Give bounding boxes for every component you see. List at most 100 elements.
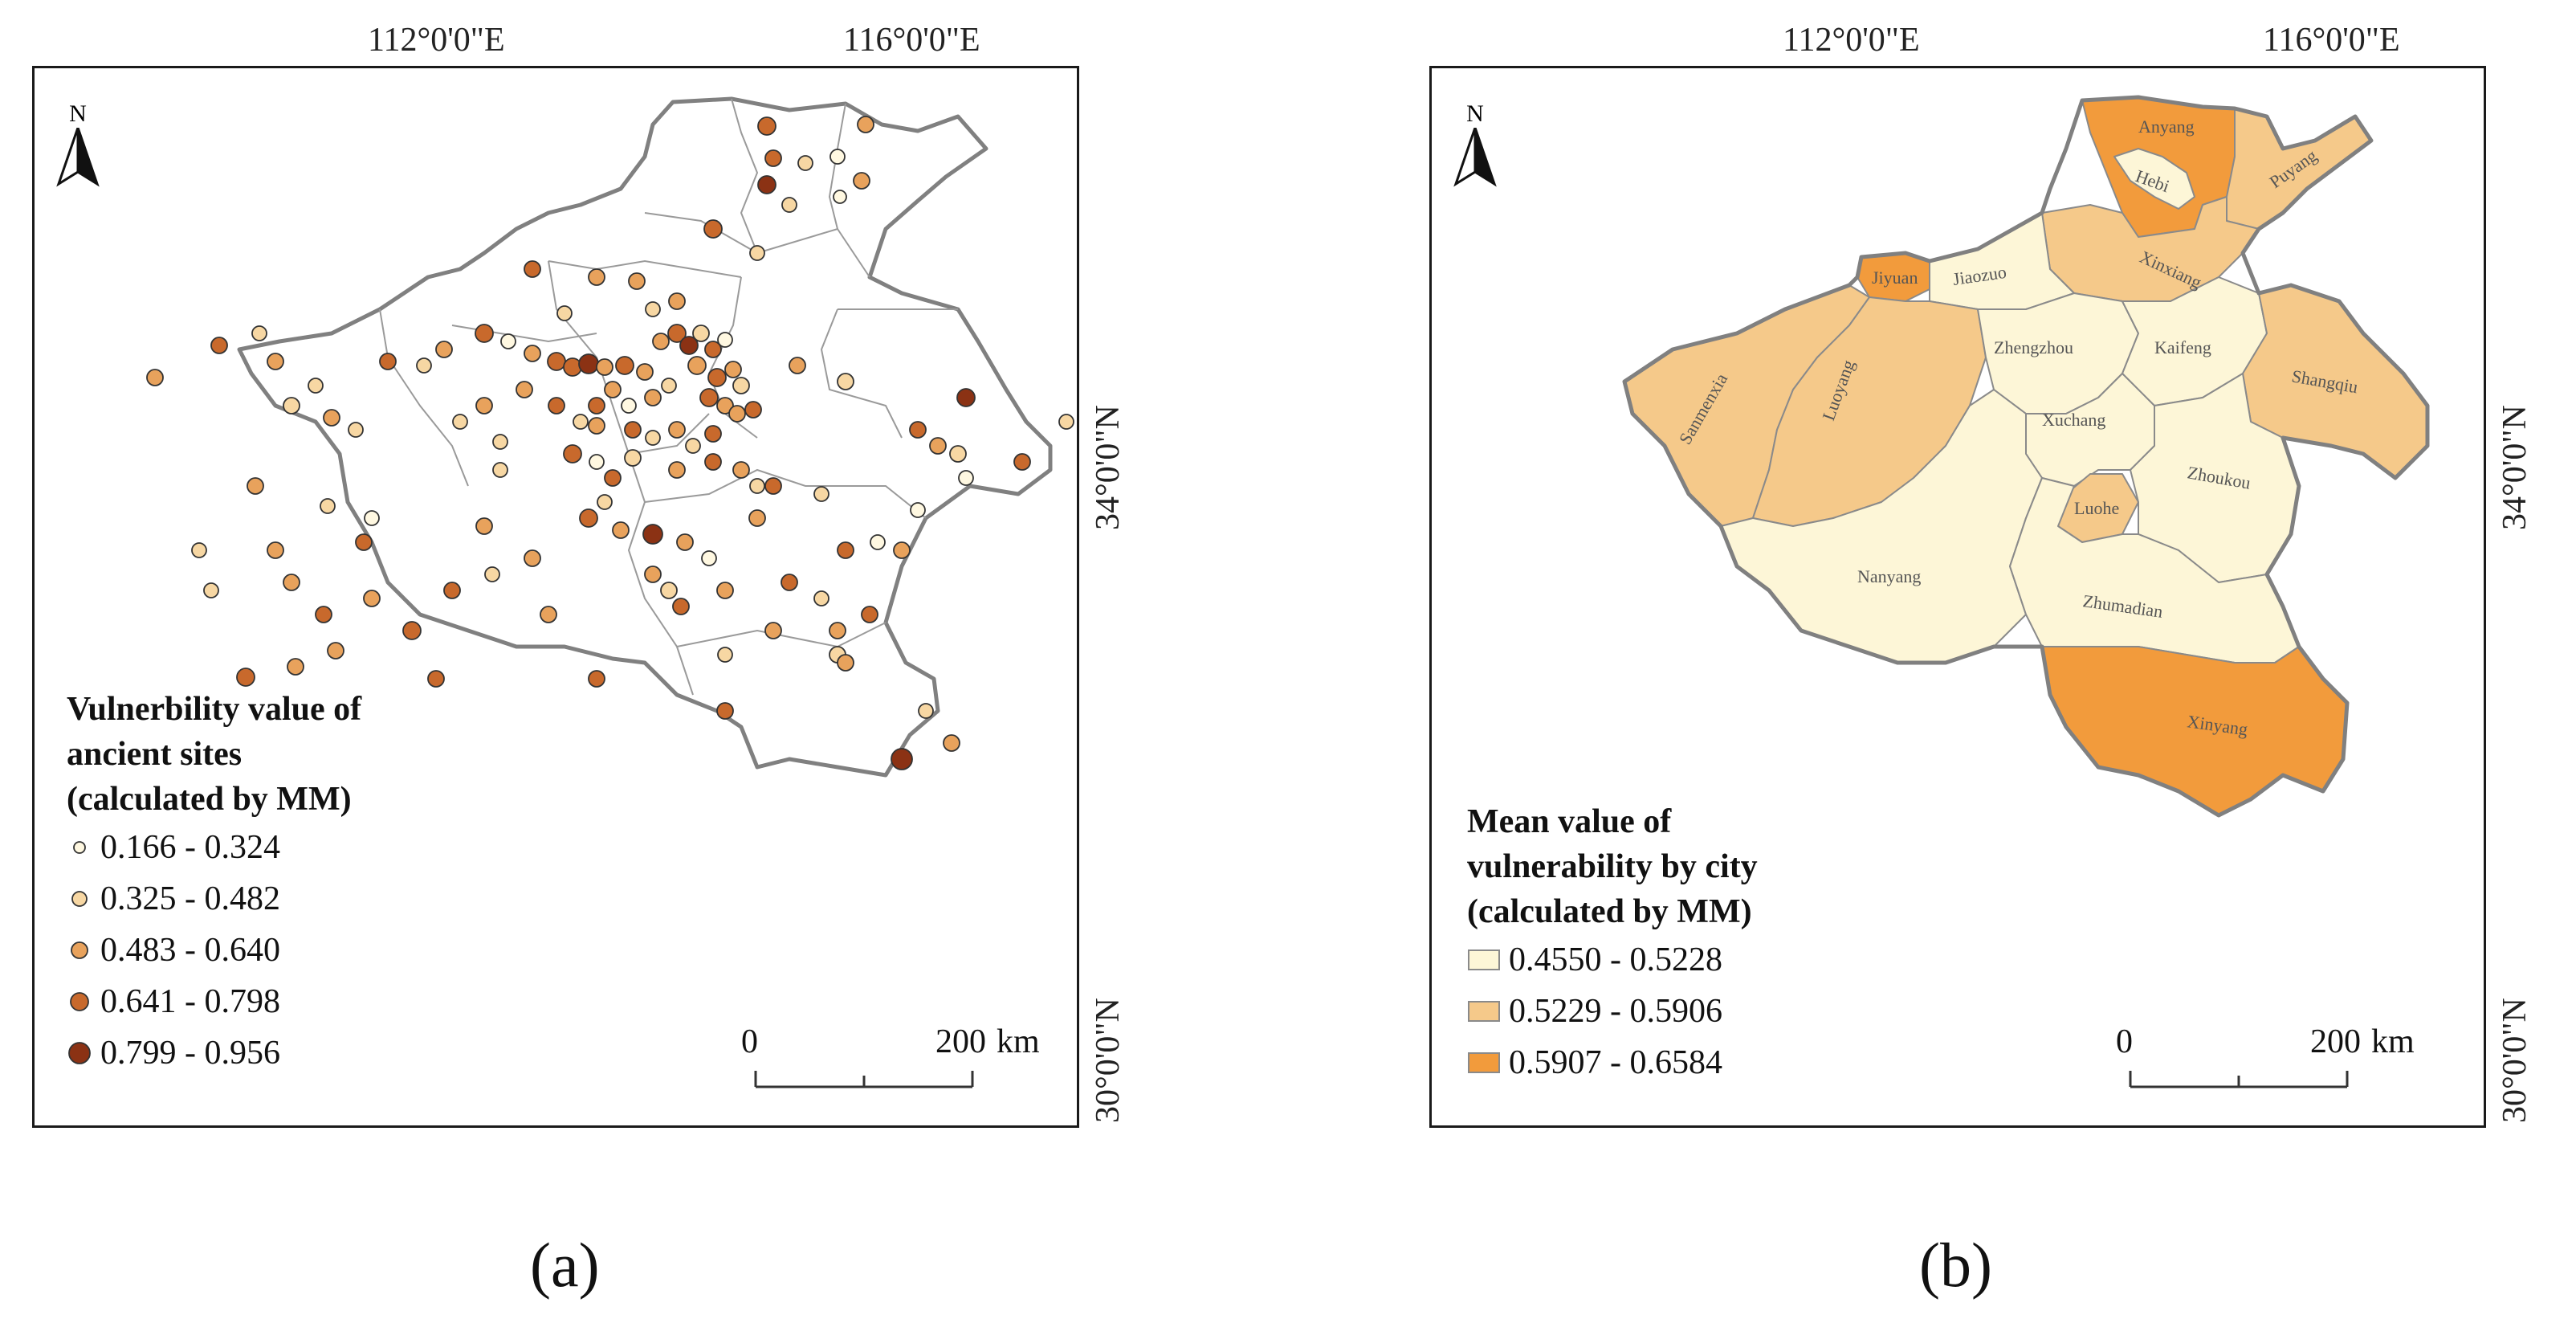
site-point <box>781 197 797 213</box>
site-point <box>813 486 829 502</box>
site-point <box>348 422 364 438</box>
scale-end-label: 200 <box>2310 1023 2361 1060</box>
site-point <box>484 566 500 582</box>
legend-class-label: 0.641 - 0.798 <box>100 983 280 1020</box>
site-point <box>191 542 207 558</box>
north-label: N <box>1466 100 1484 127</box>
site-point <box>589 454 605 470</box>
legend-class-row: 0.641 - 0.798 <box>67 976 361 1027</box>
panel-b-map: Anyang Hebi Puyang Xinxiang Jiaozuo Jiyu… <box>1622 95 2430 1088</box>
site-point <box>757 175 776 194</box>
scale-unit-label: km <box>2371 1023 2415 1060</box>
panel-b-map-frame: Anyang Hebi Puyang Xinxiang Jiaozuo Jiyu… <box>1429 66 2486 1128</box>
city-label-kaifeng: Kaifeng <box>2154 337 2211 357</box>
legend-swatch <box>1468 1001 1500 1022</box>
site-point <box>724 361 742 378</box>
site-point <box>853 172 870 190</box>
site-point <box>624 421 642 439</box>
site-point <box>283 574 300 591</box>
site-point <box>701 550 717 566</box>
site-point <box>676 533 694 551</box>
panel-b-legend: Mean value of vulnerability by city (cal… <box>1467 799 1758 1088</box>
site-point <box>672 598 690 615</box>
site-point <box>588 397 605 414</box>
site-point <box>781 574 798 591</box>
legend-class-label: 0.166 - 0.324 <box>100 829 280 866</box>
site-point <box>596 358 613 376</box>
site-point <box>958 470 974 486</box>
panel-a-top-tick-112e: 112°0'0"E <box>368 22 505 59</box>
site-point <box>837 373 854 390</box>
site-point <box>748 509 766 527</box>
scale-start-label: 0 <box>2116 1023 2133 1060</box>
site-point <box>615 356 634 375</box>
site-point <box>861 606 878 623</box>
panel-b-top-tick-116e: 116°0'0"E <box>2263 22 2400 59</box>
site-point <box>475 517 493 535</box>
site-point <box>624 449 642 467</box>
scale-start-label: 0 <box>741 1023 758 1060</box>
site-point <box>668 461 686 479</box>
site-point <box>660 582 678 599</box>
site-point <box>588 670 605 688</box>
site-point <box>833 190 847 204</box>
site-point <box>1058 414 1074 430</box>
site-point <box>642 524 663 545</box>
legend-class-label: 0.799 - 0.956 <box>100 1035 280 1072</box>
site-point <box>363 590 381 607</box>
site-point <box>687 356 707 375</box>
legend-title-line: Mean value of <box>1467 803 1672 840</box>
panel-b-right-tick-30n: 30°0'0"N <box>2497 998 2533 1123</box>
site-point <box>323 409 340 427</box>
panel-b-right-tick-34n: 34°0'0"N <box>2497 405 2533 530</box>
site-point <box>416 357 432 374</box>
site-point <box>744 401 762 419</box>
site-point <box>435 341 453 358</box>
site-point <box>891 748 913 770</box>
site-point <box>402 621 422 640</box>
site-point <box>909 421 927 439</box>
panel-a-legend: Vulnerbility value of ancient sites (cal… <box>67 687 361 1079</box>
site-point <box>597 494 613 510</box>
legend-title-line: (calculated by MM) <box>67 781 352 818</box>
site-point <box>910 502 926 518</box>
site-point <box>797 155 813 171</box>
panel-a-north-arrow: N <box>54 100 102 196</box>
site-point <box>556 305 573 321</box>
site-point <box>764 477 782 495</box>
site-point <box>578 353 599 374</box>
site-point <box>716 397 734 414</box>
site-point <box>728 405 746 423</box>
site-point <box>524 549 541 567</box>
site-point <box>857 116 874 133</box>
site-point <box>652 333 670 350</box>
site-point <box>452 414 468 430</box>
legend-class-row: 0.166 - 0.324 <box>67 822 361 873</box>
legend-class-row: 0.799 - 0.956 <box>67 1027 361 1079</box>
panel-a-top-tick-116e: 116°0'0"E <box>843 22 980 59</box>
site-point <box>949 445 967 463</box>
legend-class-row: 0.4550 - 0.5228 <box>1467 934 1758 986</box>
site-point <box>645 430 661 446</box>
site-point <box>732 377 750 394</box>
site-point <box>573 414 589 430</box>
city-hebi <box>2113 148 2195 210</box>
site-point <box>516 381 533 398</box>
site-point <box>764 149 782 167</box>
site-point <box>628 272 646 290</box>
legend-class-label: 0.325 - 0.482 <box>100 880 280 917</box>
legend-class-row: 0.483 - 0.640 <box>67 925 361 976</box>
site-point <box>236 668 255 687</box>
site-point <box>475 397 493 414</box>
site-point <box>704 341 722 358</box>
scale-unit-label: km <box>997 1023 1040 1060</box>
site-point <box>644 389 662 406</box>
site-point <box>704 425 722 443</box>
site-point <box>699 388 719 407</box>
site-point <box>612 521 630 539</box>
legend-title-line: (calculated by MM) <box>1467 893 1752 930</box>
site-point <box>320 498 336 514</box>
legend-class-label: 0.5907 - 0.6584 <box>1509 1044 1722 1081</box>
site-point <box>636 363 654 381</box>
site-point <box>716 582 734 599</box>
